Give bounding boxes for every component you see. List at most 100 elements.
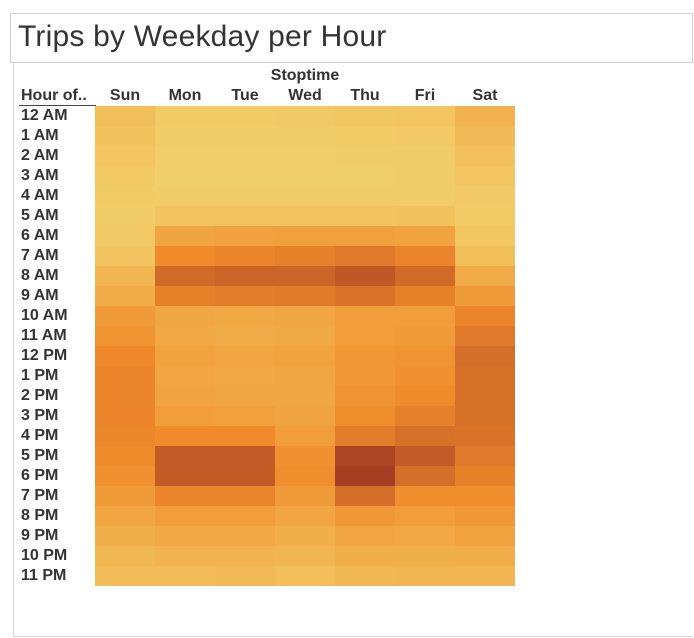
heat-cell-mon-10pm[interactable] (155, 546, 215, 566)
heat-cell-fri-11am[interactable] (395, 326, 455, 346)
heat-cell-tue-9pm[interactable] (215, 526, 275, 546)
heat-cell-tue-7am[interactable] (215, 246, 275, 266)
heat-cell-tue-10pm[interactable] (215, 546, 275, 566)
heat-cell-sun-9am[interactable] (95, 286, 155, 306)
heat-cell-mon-12am[interactable] (155, 106, 215, 126)
heat-cell-tue-4pm[interactable] (215, 426, 275, 446)
heat-cell-fri-2pm[interactable] (395, 386, 455, 406)
heat-cell-tue-8pm[interactable] (215, 506, 275, 526)
heat-cell-sun-2pm[interactable] (95, 386, 155, 406)
heat-cell-mon-6pm[interactable] (155, 466, 215, 486)
heat-cell-sun-3am[interactable] (95, 166, 155, 186)
heat-cell-mon-4am[interactable] (155, 186, 215, 206)
heat-cell-sat-2am[interactable] (455, 146, 515, 166)
heat-cell-sun-12am[interactable] (95, 106, 155, 126)
heat-cell-fri-9am[interactable] (395, 286, 455, 306)
heat-cell-fri-2am[interactable] (395, 146, 455, 166)
heat-cell-mon-12pm[interactable] (155, 346, 215, 366)
heat-cell-fri-11pm[interactable] (395, 566, 455, 586)
heat-cell-tue-3am[interactable] (215, 166, 275, 186)
heat-cell-wed-5pm[interactable] (275, 446, 335, 466)
heat-cell-thu-7am[interactable] (335, 246, 395, 266)
heat-cell-wed-3am[interactable] (275, 166, 335, 186)
heat-cell-wed-11am[interactable] (275, 326, 335, 346)
heat-cell-fri-6am[interactable] (395, 226, 455, 246)
heat-cell-wed-12am[interactable] (275, 106, 335, 126)
heat-cell-fri-8am[interactable] (395, 266, 455, 286)
heat-cell-mon-6am[interactable] (155, 226, 215, 246)
heat-cell-thu-8am[interactable] (335, 266, 395, 286)
heat-cell-sun-12pm[interactable] (95, 346, 155, 366)
heat-cell-wed-7pm[interactable] (275, 486, 335, 506)
heat-cell-tue-5pm[interactable] (215, 446, 275, 466)
heat-cell-mon-10am[interactable] (155, 306, 215, 326)
heat-cell-wed-9pm[interactable] (275, 526, 335, 546)
heat-cell-sat-7am[interactable] (455, 246, 515, 266)
heat-cell-sun-4am[interactable] (95, 186, 155, 206)
heat-cell-fri-5am[interactable] (395, 206, 455, 226)
heat-cell-sat-10am[interactable] (455, 306, 515, 326)
heat-cell-fri-5pm[interactable] (395, 446, 455, 466)
heat-cell-thu-12am[interactable] (335, 106, 395, 126)
heat-cell-wed-12pm[interactable] (275, 346, 335, 366)
heat-cell-mon-11am[interactable] (155, 326, 215, 346)
heat-cell-wed-8am[interactable] (275, 266, 335, 286)
heat-cell-sat-12pm[interactable] (455, 346, 515, 366)
heat-cell-sun-11am[interactable] (95, 326, 155, 346)
heat-cell-fri-6pm[interactable] (395, 466, 455, 486)
heat-cell-thu-3pm[interactable] (335, 406, 395, 426)
heat-cell-tue-5am[interactable] (215, 206, 275, 226)
heat-cell-thu-5am[interactable] (335, 206, 395, 226)
heat-cell-thu-8pm[interactable] (335, 506, 395, 526)
heat-cell-sun-2am[interactable] (95, 146, 155, 166)
heat-cell-sun-8am[interactable] (95, 266, 155, 286)
heat-cell-mon-1am[interactable] (155, 126, 215, 146)
heat-cell-fri-9pm[interactable] (395, 526, 455, 546)
heat-cell-sat-12am[interactable] (455, 106, 515, 126)
heat-cell-mon-5am[interactable] (155, 206, 215, 226)
heat-cell-tue-6am[interactable] (215, 226, 275, 246)
heat-cell-tue-1am[interactable] (215, 126, 275, 146)
heat-cell-sat-8am[interactable] (455, 266, 515, 286)
heat-cell-tue-6pm[interactable] (215, 466, 275, 486)
heat-cell-tue-11am[interactable] (215, 326, 275, 346)
heat-cell-sun-10am[interactable] (95, 306, 155, 326)
heat-cell-mon-8pm[interactable] (155, 506, 215, 526)
heat-cell-sun-5am[interactable] (95, 206, 155, 226)
heat-cell-sat-7pm[interactable] (455, 486, 515, 506)
heat-cell-mon-1pm[interactable] (155, 366, 215, 386)
heat-cell-thu-4pm[interactable] (335, 426, 395, 446)
heat-cell-wed-2pm[interactable] (275, 386, 335, 406)
heat-cell-sun-7am[interactable] (95, 246, 155, 266)
heat-cell-sun-7pm[interactable] (95, 486, 155, 506)
heat-cell-wed-1am[interactable] (275, 126, 335, 146)
heat-cell-sat-9am[interactable] (455, 286, 515, 306)
heat-cell-fri-3pm[interactable] (395, 406, 455, 426)
heat-cell-sat-3am[interactable] (455, 166, 515, 186)
heat-cell-thu-12pm[interactable] (335, 346, 395, 366)
heat-cell-fri-1pm[interactable] (395, 366, 455, 386)
heat-cell-sat-4am[interactable] (455, 186, 515, 206)
heat-cell-tue-4am[interactable] (215, 186, 275, 206)
heat-cell-wed-4pm[interactable] (275, 426, 335, 446)
heat-cell-thu-1pm[interactable] (335, 366, 395, 386)
heat-cell-thu-4am[interactable] (335, 186, 395, 206)
heat-cell-sun-6pm[interactable] (95, 466, 155, 486)
heat-cell-wed-6am[interactable] (275, 226, 335, 246)
heat-cell-sat-11am[interactable] (455, 326, 515, 346)
heat-cell-sun-3pm[interactable] (95, 406, 155, 426)
heat-cell-mon-7pm[interactable] (155, 486, 215, 506)
heat-cell-mon-8am[interactable] (155, 266, 215, 286)
heat-cell-thu-6pm[interactable] (335, 466, 395, 486)
heat-cell-thu-11pm[interactable] (335, 566, 395, 586)
heat-cell-tue-8am[interactable] (215, 266, 275, 286)
heat-cell-thu-5pm[interactable] (335, 446, 395, 466)
heat-cell-thu-6am[interactable] (335, 226, 395, 246)
heat-cell-wed-10pm[interactable] (275, 546, 335, 566)
heat-cell-sat-1am[interactable] (455, 126, 515, 146)
heat-cell-sat-10pm[interactable] (455, 546, 515, 566)
heat-cell-tue-11pm[interactable] (215, 566, 275, 586)
heat-cell-thu-9am[interactable] (335, 286, 395, 306)
heat-cell-fri-10pm[interactable] (395, 546, 455, 566)
heat-cell-fri-1am[interactable] (395, 126, 455, 146)
